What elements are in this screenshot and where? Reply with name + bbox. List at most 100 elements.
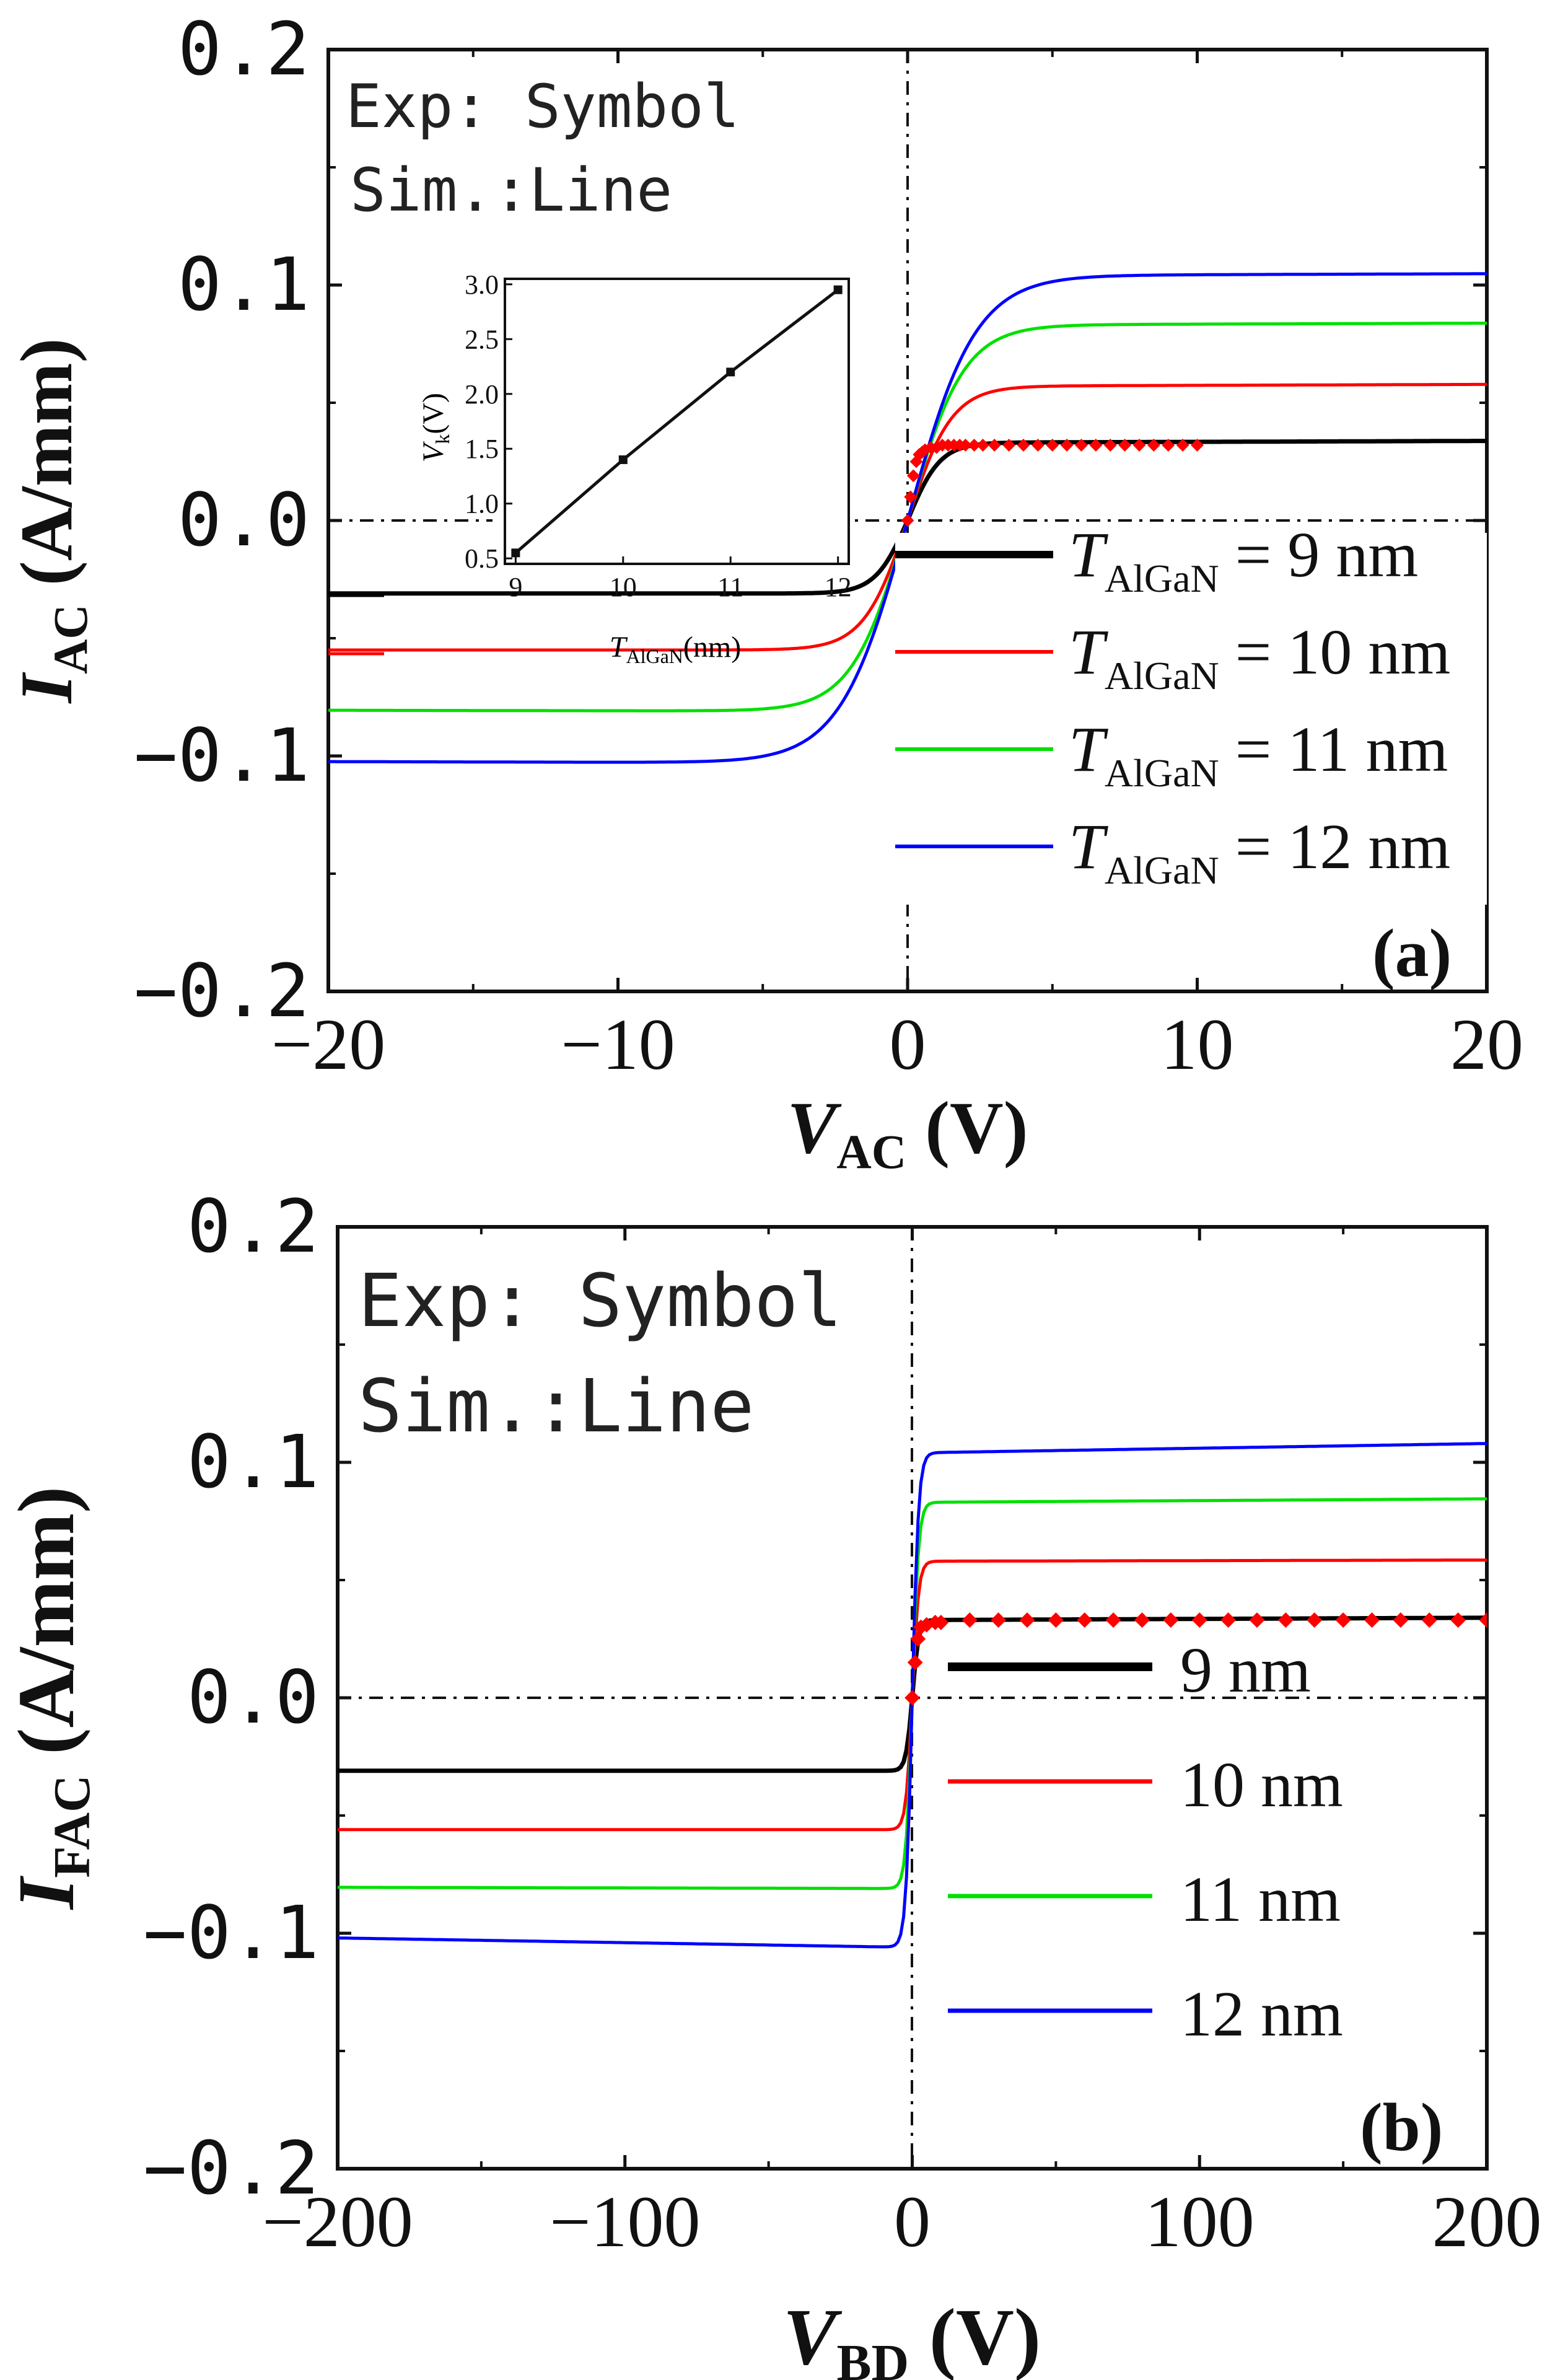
panel-b-exp-point <box>1335 1612 1351 1628</box>
inset-data <box>511 285 843 558</box>
panel-a-note-exp: Exp: Symbol <box>346 72 740 141</box>
panel-a-ytick-label: 0.1 <box>178 242 310 327</box>
panel-a-y-title: IAC (A/mm) <box>5 338 97 704</box>
panel-a-exp-point <box>1103 438 1117 452</box>
panel-b-ytick-label: 0.1 <box>187 1419 319 1504</box>
panel-a-exp-point <box>1031 438 1045 452</box>
panel-b-legend-label: 11 nm <box>1180 1864 1341 1935</box>
inset-ytick-label: 3.0 <box>465 270 499 300</box>
panel-b-xtick-label: 100 <box>1145 2181 1255 2262</box>
panel-a-xtick-label: −10 <box>561 1004 675 1085</box>
panel-a-exp-point <box>1089 438 1103 452</box>
panel-a-xtick-label: 0 <box>890 1004 926 1085</box>
panel-b-exp-point <box>1277 1612 1294 1628</box>
panel-b-exp-point <box>961 1612 978 1628</box>
panel-a-exp-point <box>1191 438 1204 452</box>
panel-b-legend-label: 12 nm <box>1180 1978 1343 2050</box>
panel-b-ytick-label: −0.2 <box>143 2125 319 2211</box>
panel-b-exp-point <box>1479 1612 1487 1628</box>
panel-a-exp-point <box>1002 438 1016 452</box>
panel-b-exp-point <box>907 1654 923 1671</box>
panel-b-exp-point <box>1393 1612 1409 1628</box>
panel-b-exp-point <box>1019 1612 1035 1628</box>
panel-b-experimental-points <box>904 1612 1487 1706</box>
panel-a-exp-point <box>1060 438 1074 452</box>
inset-ytick-label: 0.5 <box>465 543 499 574</box>
panel-a-exp-point <box>1162 438 1175 452</box>
panel-b-y-title: IFAC (A/mm) <box>2 1486 101 1911</box>
panel-b-ticks: −200 −100 0 100 200 −0.2 −0.1 0.0 0.1 0.2 <box>143 1183 1542 2262</box>
panel-a-xtick-label: −20 <box>271 1004 386 1085</box>
inset-frame <box>504 278 850 565</box>
panel-a-legend-label: TAlGaN = 9 nm <box>1069 519 1418 600</box>
panel-b-label: (b) <box>1360 2089 1443 2165</box>
panel-a-exp-point <box>988 438 1001 452</box>
panel-b-note-sim: Sim.:Line <box>358 1363 754 1449</box>
panel-b-exp-point <box>991 1612 1007 1628</box>
panel-b-exp-point <box>1105 1612 1121 1628</box>
panel-b-exp-point <box>1134 1612 1150 1628</box>
panel-b-exp-point <box>1421 1612 1437 1628</box>
panel-a-xtick-label: 10 <box>1161 1004 1234 1085</box>
panel-a-legend-bg <box>895 533 1487 905</box>
panel-a-legend: TAlGaN = 9 nm TAlGaN = 10 nm TAlGaN = 11 n… <box>328 519 1487 905</box>
panel-b-xtick-label: 0 <box>894 2181 931 2262</box>
panel-a-note-sim: Sim.:Line <box>350 156 672 225</box>
panel-b-legend-label: 10 nm <box>1180 1749 1343 1820</box>
panel-b-x-title: VBD (V) <box>783 2293 1041 2380</box>
inset-y-title: Vk(V) <box>417 393 453 462</box>
panel-a-ticks: −20 −10 0 10 20 −0.2 −0.1 0.0 0.1 0.2 <box>134 6 1523 1085</box>
panel-b-exp-point <box>910 1631 926 1647</box>
panel-b-exp-point <box>1077 1612 1093 1628</box>
panel-a-legend-spacer <box>328 533 403 719</box>
panel-b-ytick-label: 0.2 <box>187 1183 319 1269</box>
panel-a-ytick-label: −0.2 <box>134 948 310 1034</box>
panel-a-experimental-points <box>901 438 1204 527</box>
panel-b-exp-point <box>1450 1612 1466 1628</box>
panel-a-exp-point <box>1118 438 1132 452</box>
inset-ytick-label: 2.5 <box>465 324 499 354</box>
panel-a-exp-point <box>1176 438 1189 452</box>
panel-a-legend-label: TAlGaN = 12 nm <box>1069 811 1450 892</box>
panel-a-legend-label: TAlGaN = 10 nm <box>1069 617 1450 698</box>
panel-b: −200 −100 0 100 200 −0.2 −0.1 0.0 0.1 0.2 Exp: Sy… <box>2 1183 1542 2380</box>
panel-b-note-exp: Exp: Symbol <box>358 1258 842 1343</box>
panel-a-label: (a) <box>1372 915 1452 991</box>
panel-b-exp-point <box>904 1690 920 1706</box>
inset-line <box>514 288 839 555</box>
panel-a-exp-point <box>1132 438 1146 452</box>
inset-xtick-label: 12 <box>825 572 852 602</box>
panel-a-ytick-label: 0.2 <box>178 6 310 92</box>
inset-xtick-label: 10 <box>610 572 637 602</box>
panel-b-legend-label: 9 nm <box>1180 1635 1311 1706</box>
panel-a-exp-point <box>1147 438 1160 452</box>
panel-a-ytick-label: −0.1 <box>134 713 310 798</box>
panel-a-legend-label: TAlGaN = 11 nm <box>1069 714 1448 795</box>
panel-b-ytick-label: 0.0 <box>187 1654 319 1740</box>
panel-a-x-title: VAC (V) <box>787 1086 1028 1179</box>
panel-a-exp-point <box>1075 438 1088 452</box>
inset-ytick-label: 2.0 <box>465 379 499 410</box>
panel-a-exp-point <box>906 469 920 483</box>
panel-b-exp-point <box>1163 1612 1179 1628</box>
panel-b-exp-point <box>1249 1612 1265 1628</box>
panel-a: −20 −10 0 10 20 −0.2 −0.1 0.0 0.1 0.2 Exp: Symbol… <box>5 6 1523 1179</box>
panel-b-xtick-label: 200 <box>1432 2181 1542 2262</box>
panel-b-exp-point <box>1191 1612 1207 1628</box>
inset-x-title: TAlGaN(nm) <box>610 631 741 667</box>
panel-a-xtick-label: 20 <box>1450 1004 1523 1085</box>
panel-b-xtick-label: −200 <box>262 2181 413 2262</box>
panel-a-exp-point <box>959 438 972 452</box>
panel-a-exp-point <box>1046 438 1059 452</box>
panel-b-legend: 9 nm 10 nm 11 nm 12 nm <box>948 1635 1343 2050</box>
panel-a-exp-point <box>968 438 981 452</box>
inset-point <box>511 548 520 558</box>
panel-b-exp-point <box>1307 1612 1323 1628</box>
panel-b-ytick-label: −0.1 <box>143 1890 319 1975</box>
panel-b-exp-point <box>1220 1612 1237 1628</box>
inset-ytick-label: 1.0 <box>465 489 499 519</box>
inset-point <box>618 455 628 464</box>
panel-b-exp-point <box>933 1614 949 1630</box>
panel-b-exp-point <box>1364 1612 1380 1628</box>
